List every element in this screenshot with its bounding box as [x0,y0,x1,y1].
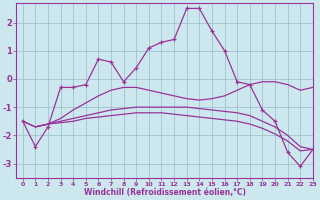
X-axis label: Windchill (Refroidissement éolien,°C): Windchill (Refroidissement éolien,°C) [84,188,246,197]
